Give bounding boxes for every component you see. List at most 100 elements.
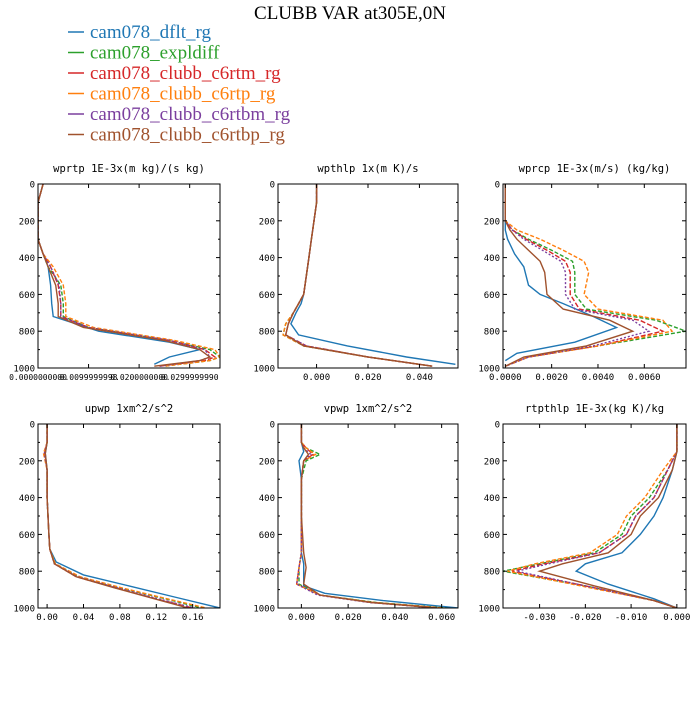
series-line bbox=[43, 424, 193, 608]
series-line bbox=[298, 424, 447, 608]
series-line bbox=[504, 184, 619, 362]
x-tick-label: 0.0099999998 bbox=[60, 373, 118, 382]
series-line bbox=[298, 424, 458, 608]
chart-panel: wprcp 1E-3x(m/s) (kg/kg) 0 200 400 600 800 100… bbox=[478, 163, 687, 383]
y-tick-label: 600 bbox=[484, 291, 500, 301]
x-tick-label: 0.12 bbox=[145, 613, 167, 623]
series-line bbox=[44, 424, 220, 608]
y-tick-label: 200 bbox=[484, 457, 500, 467]
series-line bbox=[537, 424, 678, 608]
chart-panel: wprtp 1E-3x(m kg)/(s kg) 0 200 400 600 800 100… bbox=[9, 163, 221, 382]
series-line bbox=[38, 184, 212, 367]
y-tick-label: 800 bbox=[259, 328, 275, 338]
x-tick-label: 0.0200000000 bbox=[110, 373, 168, 382]
series-line bbox=[282, 184, 433, 367]
y-tick-label: 200 bbox=[259, 457, 275, 467]
plot-frame bbox=[277, 183, 459, 369]
x-tick-label: 0.16 bbox=[182, 613, 204, 623]
y-tick-label: 1000 bbox=[13, 605, 35, 615]
x-tick-label: -0.010 bbox=[615, 613, 648, 623]
y-tick-label: 400 bbox=[484, 494, 500, 504]
panel-title: wpthlp 1x(m K)/s bbox=[317, 163, 418, 175]
y-tick-label: 200 bbox=[259, 217, 275, 227]
x-tick-label: 0.040 bbox=[381, 613, 408, 623]
x-tick-label: 0.000 bbox=[663, 613, 690, 623]
y-tick-label: 400 bbox=[259, 254, 275, 264]
y-tick-label: 600 bbox=[259, 531, 275, 541]
series-group bbox=[282, 184, 456, 367]
y-tick-label: 600 bbox=[259, 291, 275, 301]
chart-panel: wpthlp 1x(m K)/s 0 200 400 600 800 1000 0.000 0.… bbox=[253, 163, 459, 383]
legend-entry: cam078_expldiff bbox=[68, 43, 220, 64]
plot-frame bbox=[502, 183, 687, 369]
series-group bbox=[295, 424, 458, 608]
series-line bbox=[38, 184, 220, 367]
series-line bbox=[516, 424, 678, 608]
y-tick-label: 1000 bbox=[13, 365, 35, 375]
legend-label: cam078_expldiff bbox=[90, 43, 220, 64]
y-tick-label: 600 bbox=[484, 531, 500, 541]
legend-entry: cam078_clubb_c6rtbm_rg bbox=[68, 104, 291, 125]
series-line bbox=[284, 184, 433, 367]
series-line bbox=[511, 424, 678, 608]
series-line bbox=[284, 184, 433, 367]
panel-title: wprtp 1E-3x(m kg)/(s kg) bbox=[53, 163, 205, 175]
series-line bbox=[38, 184, 220, 367]
series-group bbox=[503, 424, 678, 608]
series-line bbox=[282, 184, 433, 367]
series-line bbox=[295, 424, 445, 608]
series-line bbox=[300, 424, 438, 608]
legend-label: cam078_clubb_c6rtbm_rg bbox=[90, 104, 291, 125]
x-tick-label: 0.060 bbox=[428, 613, 455, 623]
x-tick-label: 0.020 bbox=[335, 613, 362, 623]
x-tick-label: 0.0000 bbox=[489, 373, 522, 383]
y-tick-label: 0 bbox=[270, 181, 275, 191]
y-tick-label: 400 bbox=[259, 494, 275, 504]
x-tick-label: -0.020 bbox=[569, 613, 602, 623]
x-tick-label: 0.0299999990 bbox=[161, 373, 219, 382]
legend-label: cam078_dflt_rg bbox=[90, 22, 212, 43]
y-tick-label: 200 bbox=[484, 217, 500, 227]
y-tick-label: 800 bbox=[484, 328, 500, 338]
legend-entry: cam078_dflt_rg bbox=[68, 22, 212, 43]
series-line bbox=[504, 184, 635, 367]
legend-label: cam078_clubb_c6rtm_rg bbox=[90, 63, 281, 84]
y-tick-label: 0 bbox=[30, 421, 35, 431]
y-tick-label: 200 bbox=[19, 217, 35, 227]
y-tick-label: 0 bbox=[495, 181, 500, 191]
series-line bbox=[38, 184, 217, 367]
plot-frame bbox=[37, 423, 221, 609]
series-line bbox=[295, 424, 442, 608]
series-line bbox=[38, 184, 200, 365]
y-tick-label: 0 bbox=[495, 421, 500, 431]
series-group bbox=[38, 184, 220, 367]
legend-entry: cam078_clubb_c6rtbp_rg bbox=[68, 125, 285, 146]
y-tick-label: 800 bbox=[19, 328, 35, 338]
series-line bbox=[504, 184, 686, 367]
x-tick-label: 0.000 bbox=[288, 613, 315, 623]
y-tick-label: 1000 bbox=[478, 365, 500, 375]
series-line bbox=[38, 184, 211, 367]
panel-title: vpwp 1xm^2/s^2 bbox=[324, 403, 413, 415]
y-tick-label: 1000 bbox=[253, 605, 275, 615]
series-line bbox=[43, 424, 195, 608]
plot-frame bbox=[502, 423, 687, 609]
y-tick-label: 400 bbox=[484, 254, 500, 264]
series-line bbox=[284, 184, 433, 367]
panels: wprtp 1E-3x(m kg)/(s kg) 0 200 400 600 800 100… bbox=[9, 163, 690, 623]
x-tick-label: 0.0000000000 bbox=[9, 373, 67, 382]
series-line bbox=[507, 424, 678, 608]
legend-entry: cam078_clubb_c6rtp_rg bbox=[68, 84, 276, 105]
y-tick-label: 800 bbox=[19, 568, 35, 578]
x-tick-label: 0.04 bbox=[73, 613, 95, 623]
y-tick-label: 400 bbox=[19, 494, 35, 504]
panel-title: wprcp 1E-3x(m/s) (kg/kg) bbox=[519, 163, 671, 175]
y-tick-label: 1000 bbox=[253, 365, 275, 375]
y-tick-label: 600 bbox=[19, 291, 35, 301]
y-tick-label: 800 bbox=[259, 568, 275, 578]
x-tick-label: 0.040 bbox=[406, 373, 433, 383]
legend-entry: cam078_clubb_c6rtm_rg bbox=[68, 63, 281, 84]
x-tick-label: 0.08 bbox=[109, 613, 131, 623]
panel-title: rtpthlp 1E-3x(kg K)/kg bbox=[525, 403, 664, 415]
